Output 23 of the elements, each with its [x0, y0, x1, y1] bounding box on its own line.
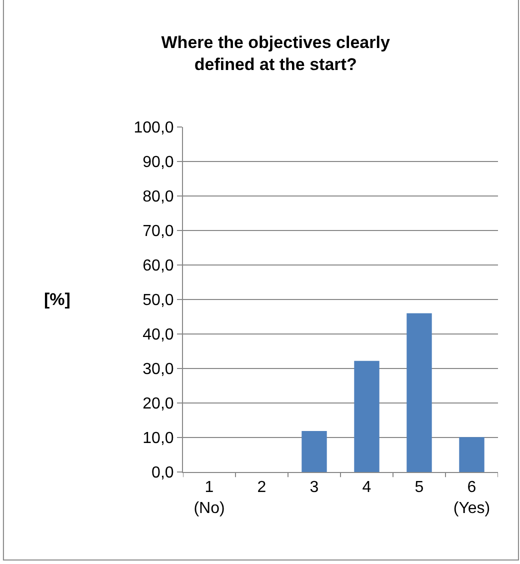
bar [302, 430, 327, 472]
y-tick-label: 100,0 [134, 120, 174, 137]
x-tick-label: 1 (No) [194, 479, 225, 517]
y-tick-label: 80,0 [142, 188, 174, 206]
y-tick-label: 40,0 [142, 326, 174, 344]
x-tick-label: 6 (Yes) [453, 479, 490, 517]
y-tick-label: 0,0 [152, 464, 174, 482]
y-tick-label: 90,0 [142, 154, 174, 172]
bar [459, 437, 484, 472]
y-tick-label: 20,0 [142, 396, 174, 413]
y-tick-label: 30,0 [142, 361, 174, 378]
x-tick-label: 3 [310, 479, 319, 496]
y-tick-label: 60,0 [142, 258, 174, 275]
x-tick-label: 2 [257, 479, 266, 496]
y-tick-label: 10,0 [142, 430, 174, 448]
bar [354, 360, 380, 472]
chart-title: Where the objectives clearly defined at the start? [161, 32, 390, 74]
x-tick-label: 5 [414, 479, 424, 496]
y-tick-label: 70,0 [142, 223, 174, 240]
x-tick-label: 4 [362, 479, 372, 496]
y-tick-label: 50,0 [142, 292, 174, 310]
bar [406, 313, 432, 472]
y-axis-title: [%] [44, 290, 70, 309]
